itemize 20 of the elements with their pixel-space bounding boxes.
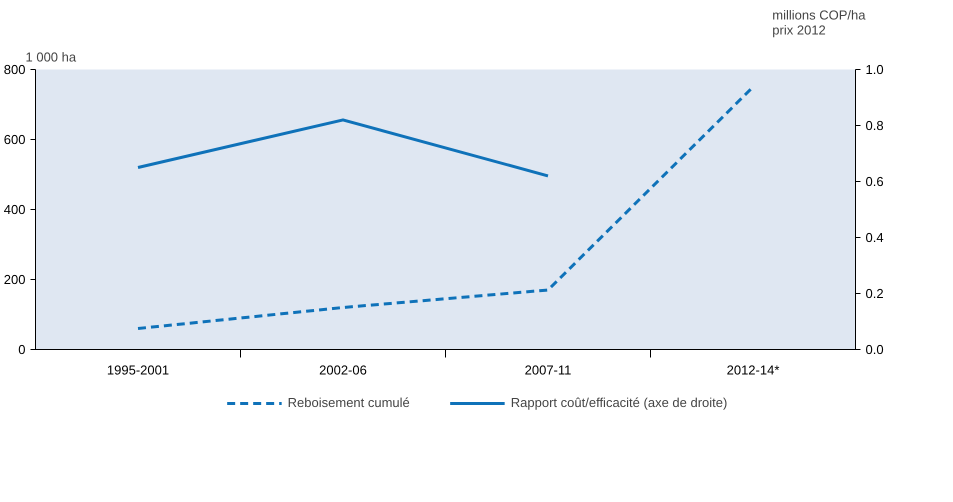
x-tick-label: 1995-2001 [106, 362, 170, 378]
line-series [136, 86, 754, 330]
y-tick-label: 600 [4, 132, 26, 147]
y2-tick-label: 1.0 [866, 62, 884, 77]
legend-label: Reboisement cumulé [288, 395, 410, 410]
y-tick-label: 200 [4, 272, 26, 287]
x-tick-label: 2007-11 [524, 362, 572, 378]
legend-label: Rapport coût/efficacité (axe de droite) [510, 395, 728, 410]
y-tick-label: 400 [4, 202, 26, 217]
x-tick-label: 2012-14* [726, 362, 780, 378]
y2-tick-label: 0.2 [866, 286, 884, 301]
y2-tick-label: 0.0 [866, 342, 884, 357]
y-tick-label: 0 [18, 342, 26, 357]
y2-tick-label: 0.6 [866, 174, 884, 189]
y2-tick-label: 0.4 [866, 230, 884, 245]
y2-tick-label: 0.8 [866, 118, 884, 133]
y2-axis-title: millions COP/ha prix 2012 [772, 8, 866, 38]
x-tick-label: 2002-06 [319, 362, 367, 378]
y-axis-title: 1 000 ha [26, 50, 77, 64]
y-tick-label: 800 [4, 62, 26, 77]
